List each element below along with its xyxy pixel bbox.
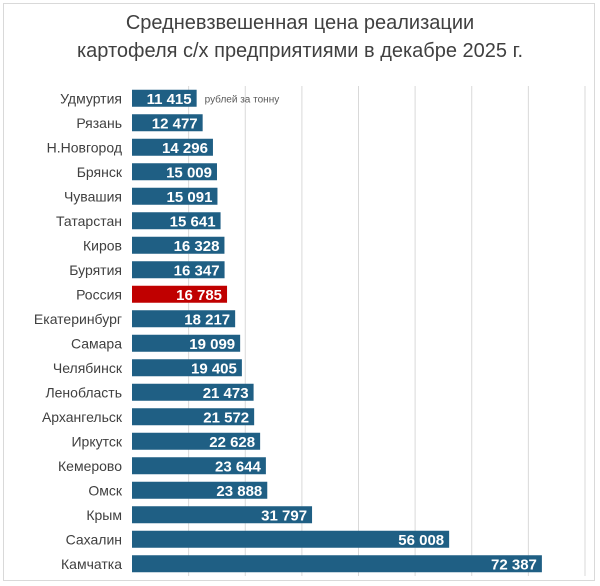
bar: [132, 163, 217, 181]
category-label: Татарстан: [56, 213, 122, 229]
data-label: 15 641: [170, 213, 216, 230]
category-label: Киров: [83, 237, 122, 253]
bar: [132, 138, 213, 156]
bar: [132, 89, 197, 107]
bar: [132, 383, 254, 401]
category-label: Иркутск: [71, 433, 122, 449]
category-label: Н.Новгород: [47, 139, 122, 155]
bar: [132, 212, 221, 230]
data-label: 23 644: [215, 458, 262, 475]
data-label: 16 785: [176, 287, 222, 304]
bar: [132, 261, 225, 279]
bar: [132, 432, 261, 450]
chart-title-line-1: Средневзвешенная цена реализации: [125, 12, 475, 34]
bar: [132, 114, 203, 132]
data-label: 15 091: [167, 189, 213, 206]
data-label: 16 328: [174, 238, 220, 255]
category-label: Челябинск: [53, 360, 123, 376]
bar: [132, 530, 450, 548]
data-label: 19 099: [189, 336, 235, 353]
category-label: Россия: [76, 286, 122, 302]
category-label: Кемерово: [58, 458, 122, 474]
chart-frame: [3, 3, 595, 581]
bar: [132, 506, 313, 524]
bar: [132, 457, 266, 475]
bar: [132, 310, 236, 328]
category-label: Ленобласть: [45, 384, 122, 400]
bar: [132, 555, 542, 573]
data-label: 15 009: [166, 164, 212, 181]
bar: [132, 408, 255, 426]
chart-title-line-2: картофеля с/х предприятиями в декабре 20…: [76, 40, 524, 62]
data-label: 12 477: [152, 115, 198, 132]
data-label: 21 473: [203, 385, 249, 402]
category-label: Екатеринбург: [34, 311, 122, 327]
data-label: 21 572: [203, 409, 249, 426]
data-label: 19 405: [191, 360, 237, 377]
bar: [132, 236, 225, 254]
category-label: Бурятия: [69, 262, 122, 278]
data-label: 31 797: [261, 507, 307, 524]
category-label: Удмуртия: [60, 90, 122, 106]
unit-label: рублей за тонну: [205, 93, 280, 105]
bar: [132, 334, 241, 352]
category-label: Архангельск: [42, 409, 123, 425]
category-label: Сахалин: [66, 531, 122, 547]
bar: [132, 481, 268, 499]
bar: [132, 187, 218, 205]
data-label: 14 296: [162, 140, 208, 157]
category-label: Самара: [71, 335, 122, 351]
category-label: Камчатка: [61, 556, 122, 572]
category-label: Рязань: [76, 115, 122, 131]
category-label: Омск: [88, 482, 123, 498]
data-label: 16 347: [174, 262, 220, 279]
data-label: 11 415: [147, 91, 192, 108]
data-label: 56 008: [398, 532, 444, 549]
category-label: Брянск: [77, 164, 123, 180]
data-label: 23 888: [216, 483, 262, 500]
data-label: 18 217: [184, 311, 230, 328]
data-label: 22 628: [209, 434, 255, 451]
bar: [132, 285, 228, 303]
category-label: Чувашия: [64, 188, 122, 204]
data-label: 72 387: [491, 556, 537, 573]
bar: [132, 359, 242, 377]
category-label: Крым: [86, 507, 122, 523]
